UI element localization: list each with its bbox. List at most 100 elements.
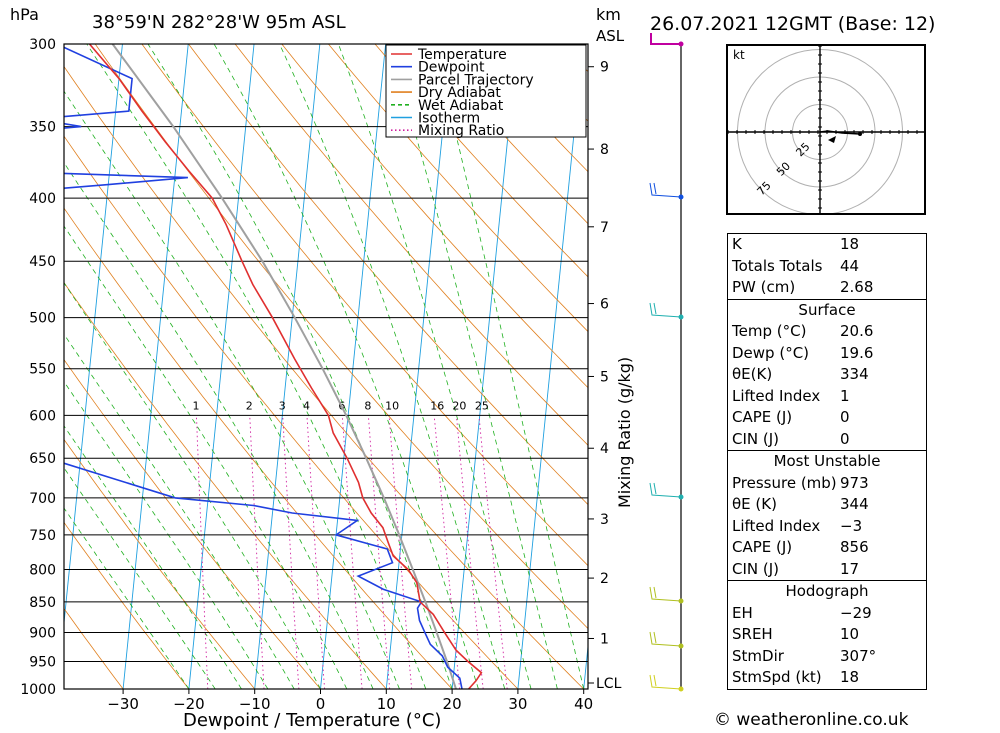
mixing-ratio-label: 25 [475, 399, 489, 412]
wind-barb-icon [649, 302, 682, 318]
wind-marker-icon [650, 33, 681, 45]
isotherm-line [650, 44, 715, 689]
pressure-tick-label: 650 [29, 451, 56, 467]
legend-entry: Dewpoint [418, 60, 485, 76]
pressure-tick-label: 1000 [20, 682, 56, 698]
index-row: Totals Totals 44 [732, 256, 860, 275]
wet-adiabat-line [64, 162, 374, 689]
most-unstable-title: Most Unstable [773, 452, 881, 470]
mixing-ratio-line [306, 415, 325, 689]
km-tick-label: 9 [600, 60, 609, 76]
indices-panel: K 18 Totals Totals 44 PW (cm) 2.68 Surface … [727, 233, 927, 690]
wet-adiabat-line [64, 282, 321, 689]
isotherm-line [451, 44, 518, 689]
mixing-ratio-line [282, 415, 300, 689]
storm-motion-icon [828, 136, 836, 143]
km-tick-label: 2 [600, 571, 609, 587]
index-row: Temp (°C) 20.6 [732, 322, 874, 340]
wind-dot [678, 314, 684, 320]
dry-adiabat-line [281, 44, 588, 389]
mixing-ratio-line [433, 415, 461, 689]
x-tick-label: 10 [377, 695, 396, 713]
km-tick-label: 1 [600, 631, 609, 647]
dry-adiabat-line [234, 44, 588, 446]
mixing-ratio-label: 3 [279, 399, 286, 412]
isotherm-line [254, 44, 321, 689]
wet-adiabat-line [338, 44, 532, 689]
x-tick-label: −30 [107, 695, 139, 713]
km-tick-label: LCL [596, 676, 622, 692]
pressure-tick-label: 500 [29, 311, 56, 327]
wind-barb-icon [649, 586, 682, 602]
mixing-ratio-label: 10 [385, 399, 399, 412]
index-row: CIN (J) 17 [732, 559, 860, 578]
pressure-tick-label: 350 [29, 120, 56, 136]
dry-adiabat-line [64, 135, 519, 689]
surface-section: Surface Temp (°C) 20.6 Dewp (°C) 19.6 θE(K… [727, 298, 927, 450]
legend-entry: Isotherm [418, 111, 480, 127]
dewpoint-line [64, 46, 463, 689]
index-row: Dewp (°C) 19.6 [732, 343, 874, 362]
index-row: CAPE (J) 856 [732, 538, 869, 556]
index-row: StmDir 307° [732, 646, 877, 665]
isotherm-line [188, 44, 255, 689]
hodo-ring-label: 75 [755, 179, 774, 198]
mixing-ratio-label: 1 [192, 399, 199, 412]
index-row: CIN (J) 0 [732, 429, 850, 448]
pressure-tick-label: 950 [29, 655, 56, 671]
mixing-ratio-line [195, 415, 209, 689]
mixing-ratio-line [341, 415, 363, 689]
wet-adiabat-line [86, 44, 427, 689]
wind-dot [678, 598, 684, 604]
pressure-tick-label: 400 [29, 191, 56, 207]
km-tick-label: 6 [600, 297, 609, 313]
hodo-trace [819, 130, 861, 135]
mixing-ratio-label: 20 [452, 399, 466, 412]
y2-axis-label: Mixing Ratio (g/kg) [615, 357, 634, 508]
legend-entry: Temperature [417, 47, 507, 63]
pressure-tick-label: 850 [29, 595, 56, 611]
wind-barb-icon [649, 674, 682, 690]
index-row: SREH 10 [732, 625, 860, 643]
hodograph-title: Hodograph [785, 582, 869, 600]
x-tick-label: 0 [316, 695, 326, 713]
index-row: CAPE (J) 0 [732, 408, 850, 426]
pressure-tick-label: 550 [29, 362, 56, 378]
pressure-tick-label: 300 [29, 37, 56, 53]
index-row: θE (K) 344 [732, 495, 869, 513]
pressure-tick-label: 600 [29, 408, 56, 424]
km-tick-label: 5 [600, 369, 609, 385]
dry-adiabat-line [64, 521, 190, 689]
mixing-ratio-line [455, 415, 484, 689]
index-row: StmSpd (kt) 18 [732, 668, 860, 686]
x-tick-label: 30 [508, 695, 527, 713]
pressure-tick-label: 900 [29, 626, 56, 642]
dry-adiabat-line [64, 281, 387, 689]
wind-dot [678, 494, 684, 500]
wet-adiabat-line [389, 44, 558, 689]
km-label: km [596, 5, 621, 24]
wet-adiabat-line [64, 90, 400, 689]
km-tick-label: 4 [600, 441, 609, 457]
isotherm-line [64, 44, 123, 628]
hodograph: kt 25 50 75 [726, 44, 926, 215]
hodo-end-dot [858, 132, 862, 136]
mixing-ratio-line [388, 415, 413, 689]
mixing-ratio-label: 8 [364, 399, 371, 412]
pressure-tick-label: 800 [29, 562, 56, 578]
x-tick-label: −10 [239, 695, 271, 713]
x-tick-label: −20 [173, 695, 205, 713]
isotherm-line [517, 44, 584, 689]
dry-adiabat-line [328, 44, 588, 333]
index-row: θE(K) 334 [732, 365, 869, 383]
legend-entry: Parcel Trajectory [418, 72, 534, 88]
index-row: EH −29 [732, 603, 872, 622]
km-tick-label: 7 [600, 220, 609, 236]
legend-entry: Dry Adiabat [418, 85, 501, 101]
wind-dot [678, 686, 684, 692]
plot-frame [63, 43, 589, 690]
copyright-link[interactable]: © weatheronline.co.uk [714, 710, 909, 730]
index-row: K 18 [732, 235, 860, 253]
